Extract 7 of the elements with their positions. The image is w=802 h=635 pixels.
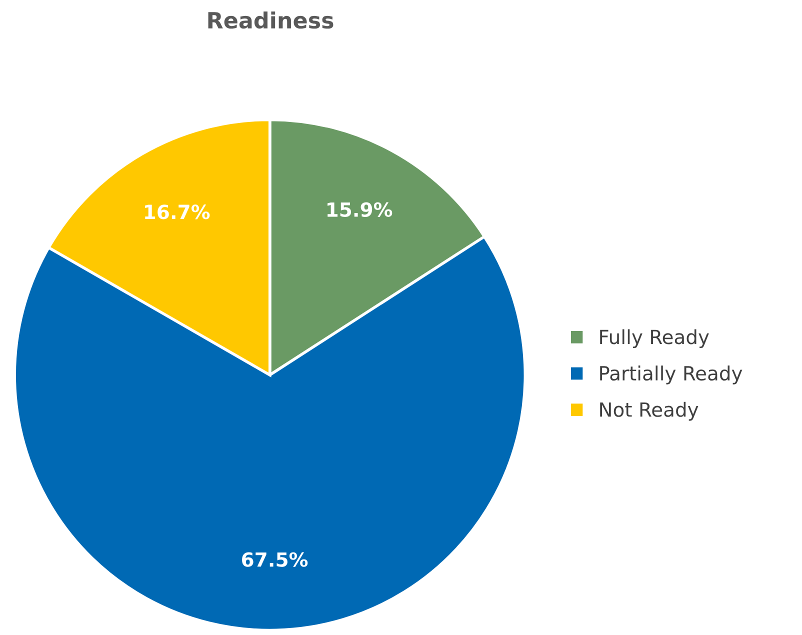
chart-title: Readiness bbox=[208, 11, 334, 29]
legend-label: Not Ready bbox=[600, 402, 698, 421]
legend-label: Fully Ready bbox=[600, 329, 709, 348]
legend-label: Partially Ready bbox=[600, 366, 742, 384]
data-label: 67.5% bbox=[242, 552, 308, 567]
data-label: 16.7% bbox=[145, 204, 210, 220]
data-label: 15.9% bbox=[328, 202, 392, 217]
